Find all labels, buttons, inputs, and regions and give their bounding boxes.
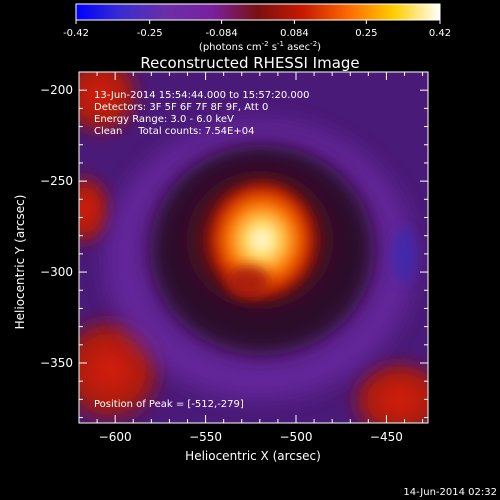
chart-title: Reconstructed RHESSI Image [140,54,359,72]
x-tick-label: −500 [280,430,313,444]
y-tick-label: −350 [40,356,73,370]
y-axis-label: Heliocentric Y (arcsec) [13,195,27,330]
colorbar-frame [75,3,441,21]
heatmap-image [79,72,428,423]
x-tick-label: −450 [370,430,403,444]
info-line-time: 13-Jun-2014 15:54:44.000 to 15:57:20.000 [94,90,310,101]
colorbar-tick-label: 0.084 [280,28,309,39]
colorbar-unit: (photons cm-2 s-1 asec-2) [199,40,321,53]
colorbar-tick-label: -0.42 [63,28,89,39]
x-tick-label: −550 [189,430,222,444]
info-line-counts: Clean Total counts: 7.54E+04 [94,126,254,137]
footer-timestamp: 14-Jun-2014 02:32 [403,487,497,498]
plot-frame [78,71,429,424]
y-tick-label: −250 [40,174,73,188]
info-block: 13-Jun-2014 15:54:44.000 to 15:57:20.000… [94,90,310,137]
x-tick-label: −600 [99,430,132,444]
colorbar-ticks: -0.42 -0.25 -0.084 0.084 0.25 0.42 [63,20,451,39]
peak-position-label: Position of Peak = [-512,-279] [94,399,244,410]
info-line-detectors: Detectors: 3F 5F 6F 7F 8F 9F, Att 0 [94,102,268,113]
axes: −600 −550 −500 −450 −200 −250 −300 −350 [40,71,428,444]
colorbar-tick-label: -0.084 [205,28,237,39]
x-axis-label: Heliocentric X (arcsec) [185,449,321,463]
colorbar-tick-label: -0.25 [137,28,163,39]
y-tick-label: −200 [40,83,73,97]
colorbar-tick-label: 0.42 [429,28,451,39]
colorbar [76,4,440,20]
colorbar-tick-label: 0.25 [355,28,377,39]
y-tick-label: −300 [40,265,73,279]
info-line-energy: Energy Range: 3.0 - 6.0 keV [94,114,234,125]
